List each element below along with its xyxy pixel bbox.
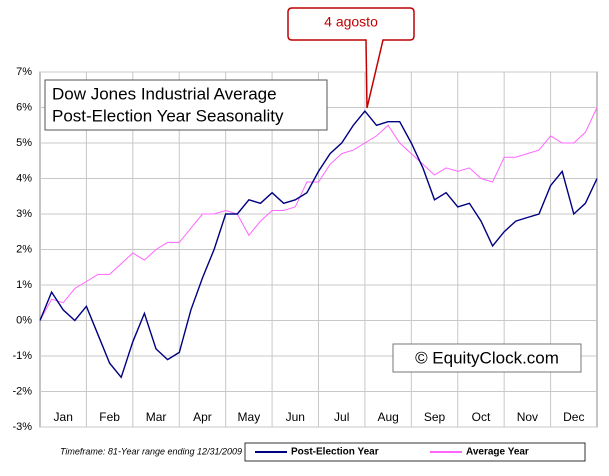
legend-box: [244, 442, 586, 462]
x-tick-label: Sep: [424, 410, 446, 424]
y-tick-label: 7%: [16, 66, 32, 78]
x-tick-label: Dec: [563, 410, 584, 424]
x-tick-label: Oct: [472, 410, 491, 424]
y-tick-label: 0%: [16, 314, 32, 326]
x-tick-label: Mar: [146, 410, 167, 424]
watermark: © EquityClock.com: [415, 348, 559, 367]
y-tick-label: 4%: [16, 172, 32, 184]
chart-title: Dow Jones Industrial Average: [52, 84, 277, 103]
x-tick-label: Aug: [377, 410, 398, 424]
y-tick-label: 6%: [16, 101, 32, 113]
x-tick-label: Nov: [517, 410, 538, 424]
series-line: [39, 107, 598, 321]
x-tick-label: Jan: [54, 410, 73, 424]
y-tick-label: 5%: [16, 137, 32, 149]
y-tick-label: -3%: [12, 421, 32, 433]
footnote: Timeframe: 81-Year range ending 12/31/20…: [60, 446, 242, 456]
legend-label: Post-Election Year: [291, 447, 379, 458]
callout: [287, 7, 415, 109]
x-tick-label: Feb: [99, 410, 120, 424]
series-line: [39, 109, 598, 379]
y-tick-label: 2%: [16, 243, 32, 255]
chart-title: Post-Election Year Seasonality: [52, 106, 284, 125]
x-tick-label: Jul: [334, 410, 349, 424]
y-tick-label: -1%: [12, 350, 32, 362]
watermark-box: [392, 343, 582, 373]
legend-label: Average Year: [466, 447, 529, 458]
x-tick-label: Jun: [286, 410, 305, 424]
y-tick-label: 3%: [16, 208, 32, 220]
y-tick-label: -2%: [12, 385, 32, 397]
x-tick-label: Apr: [193, 410, 212, 424]
y-tick-label: 1%: [16, 279, 32, 291]
x-tick-label: May: [238, 410, 261, 424]
title-box: [44, 79, 328, 131]
annotation: 4 agosto: [324, 14, 378, 30]
